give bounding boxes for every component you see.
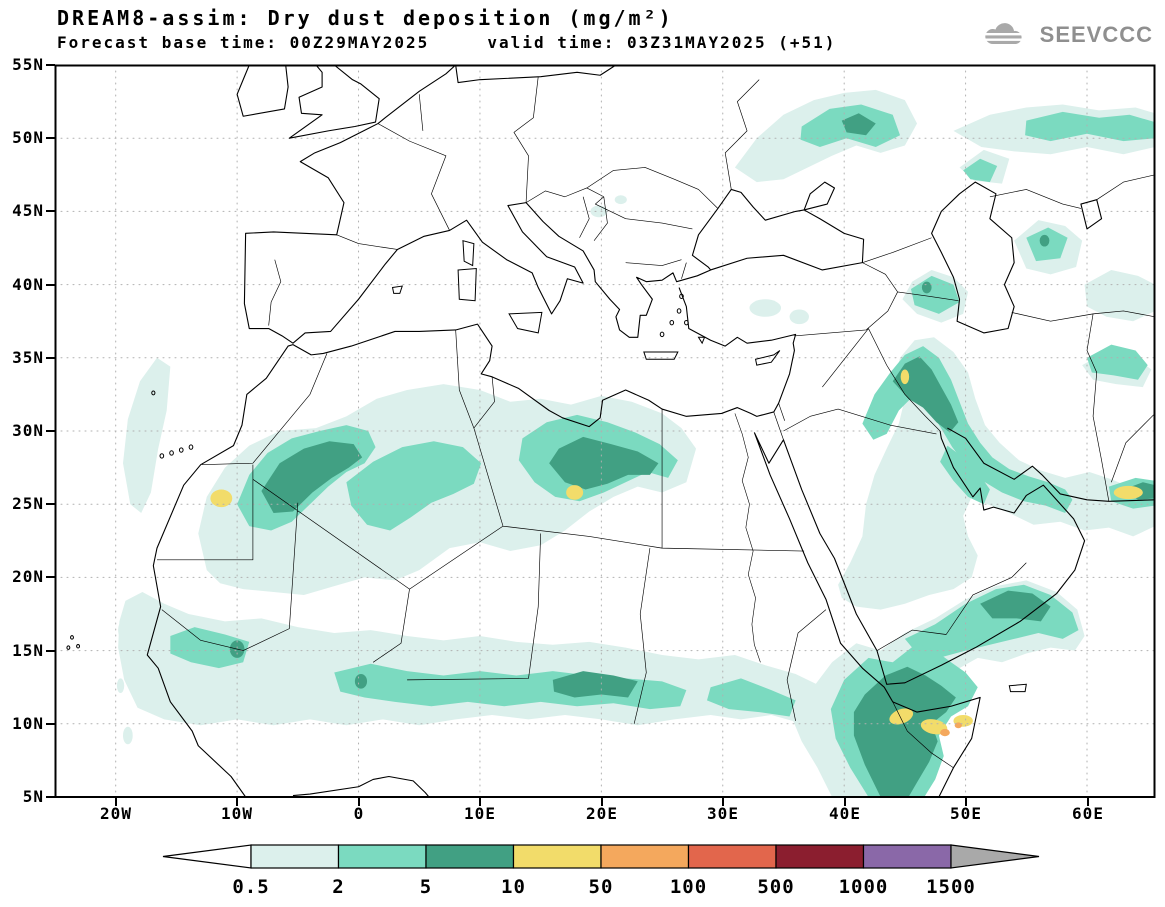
colorbar-segment bbox=[425, 844, 515, 869]
seevccc-logo: SEEVCCC bbox=[980, 20, 1153, 50]
grid-lines bbox=[55, 65, 1155, 797]
colorbar-segment bbox=[687, 844, 777, 869]
chart-subtitle: Forecast base time: 00Z29MAY2025 valid t… bbox=[57, 33, 837, 52]
colorbar: 0.5 2 5 10 50 100 500 1000 1500 bbox=[162, 844, 1040, 898]
lat-tick-label: 50N bbox=[12, 128, 44, 147]
colorbar-label: 2 bbox=[332, 876, 344, 898]
lon-tick-marks bbox=[115, 797, 1089, 806]
lon-tick-label: 20E bbox=[586, 804, 618, 823]
colorbar-label: 10 bbox=[501, 876, 526, 898]
colorbar-segment bbox=[250, 844, 340, 869]
lat-tick-label: 5N bbox=[22, 787, 44, 806]
colorbar-label: 0.5 bbox=[232, 876, 269, 898]
colorbar-label: 50 bbox=[589, 876, 614, 898]
lat-tick-label: 55N bbox=[12, 55, 44, 74]
lat-tick-label: 15N bbox=[12, 641, 44, 660]
colorbar-cells bbox=[162, 844, 1040, 869]
coastlines bbox=[147, 65, 1155, 797]
lat-tick-label: 35N bbox=[12, 348, 44, 367]
rivers bbox=[735, 413, 760, 662]
lon-tick-label: 40E bbox=[829, 804, 861, 823]
lon-tick-label: 50E bbox=[950, 804, 982, 823]
colorbar-segment bbox=[337, 844, 427, 869]
colorbar-label: 1000 bbox=[839, 876, 889, 898]
lon-tick-label: 10W bbox=[221, 804, 253, 823]
lat-tick-label: 30N bbox=[12, 421, 44, 440]
colorbar-labels: 0.5 2 5 10 50 100 500 1000 1500 bbox=[232, 876, 976, 898]
lat-tick-label: 40N bbox=[12, 275, 44, 294]
colorbar-right-arrow bbox=[950, 844, 1040, 869]
lon-tick-label: 60E bbox=[1072, 804, 1104, 823]
dust-fill-level-10-50 bbox=[210, 369, 1143, 735]
lon-tick-label: 20W bbox=[100, 804, 132, 823]
colorbar-label: 5 bbox=[420, 876, 432, 898]
logo-text: SEEVCCC bbox=[1039, 22, 1153, 47]
chart-title: DREAM8-assim: Dry dust deposition (mg/m²… bbox=[57, 6, 674, 30]
lon-tick-label: 0 bbox=[353, 804, 365, 823]
lat-tick-label: 20N bbox=[12, 567, 44, 586]
lat-tick-label: 45N bbox=[12, 201, 44, 220]
colorbar-label: 1500 bbox=[926, 876, 976, 898]
map-figure bbox=[46, 64, 1156, 806]
lon-tick-label: 10E bbox=[464, 804, 496, 823]
cloud-icon bbox=[983, 23, 1028, 45]
colorbar-label: 500 bbox=[757, 876, 794, 898]
lat-tick-label: 25N bbox=[12, 494, 44, 513]
lon-tick-label: 30E bbox=[707, 804, 739, 823]
dust-fill-level-5-10 bbox=[229, 113, 1155, 797]
islands bbox=[67, 241, 1026, 692]
colorbar-left-arrow bbox=[162, 844, 252, 869]
lat-tick-marks bbox=[46, 64, 55, 798]
colorbar-segment bbox=[600, 844, 690, 869]
colorbar-segment bbox=[775, 844, 865, 869]
colorbar-segment bbox=[512, 844, 602, 869]
colorbar-label: 100 bbox=[670, 876, 707, 898]
map-canvas bbox=[55, 65, 1155, 797]
country-borders bbox=[157, 77, 1155, 768]
colorbar-segment bbox=[862, 844, 952, 869]
lat-tick-label: 10N bbox=[12, 714, 44, 733]
map-frame-and-ticks bbox=[46, 64, 1156, 806]
